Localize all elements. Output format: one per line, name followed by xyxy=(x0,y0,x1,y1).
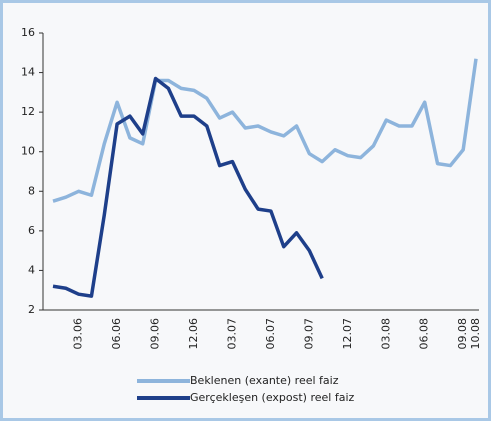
legend-label: Beklenen (exante) reel faiz xyxy=(190,374,339,387)
series-line xyxy=(52,76,324,298)
y-tick-label: 16 xyxy=(21,26,35,39)
x-tick-label: 03.07 xyxy=(225,318,238,350)
x-tick-label: 09.07 xyxy=(302,318,315,350)
y-tick-label: 10 xyxy=(21,145,35,158)
x-tick-label: 03.06 xyxy=(72,318,85,350)
x-tick-label: 06.08 xyxy=(418,318,431,350)
y-tick-label: 12 xyxy=(21,105,35,118)
y-tick-label: 6 xyxy=(28,224,35,237)
x-tick-label: 03.08 xyxy=(379,318,392,350)
x-tick-label: 12.06 xyxy=(187,318,200,350)
x-tick-label: 06.07 xyxy=(264,318,277,350)
x-tick-label: 12.07 xyxy=(341,318,354,350)
y-tick-label: 14 xyxy=(21,66,35,79)
x-tick-label: 09.08 xyxy=(456,318,469,350)
x-tick-label: 09.06 xyxy=(149,318,162,350)
y-tick-label: 2 xyxy=(28,303,35,316)
x-tick-label: 10.08 xyxy=(469,318,482,350)
y-tick-label: 8 xyxy=(28,184,35,197)
y-tick-label: 4 xyxy=(28,263,35,276)
x-tick-label: 06.06 xyxy=(110,318,123,350)
legend-label: Gerçekleşen (expost) reel faiz xyxy=(190,391,355,404)
